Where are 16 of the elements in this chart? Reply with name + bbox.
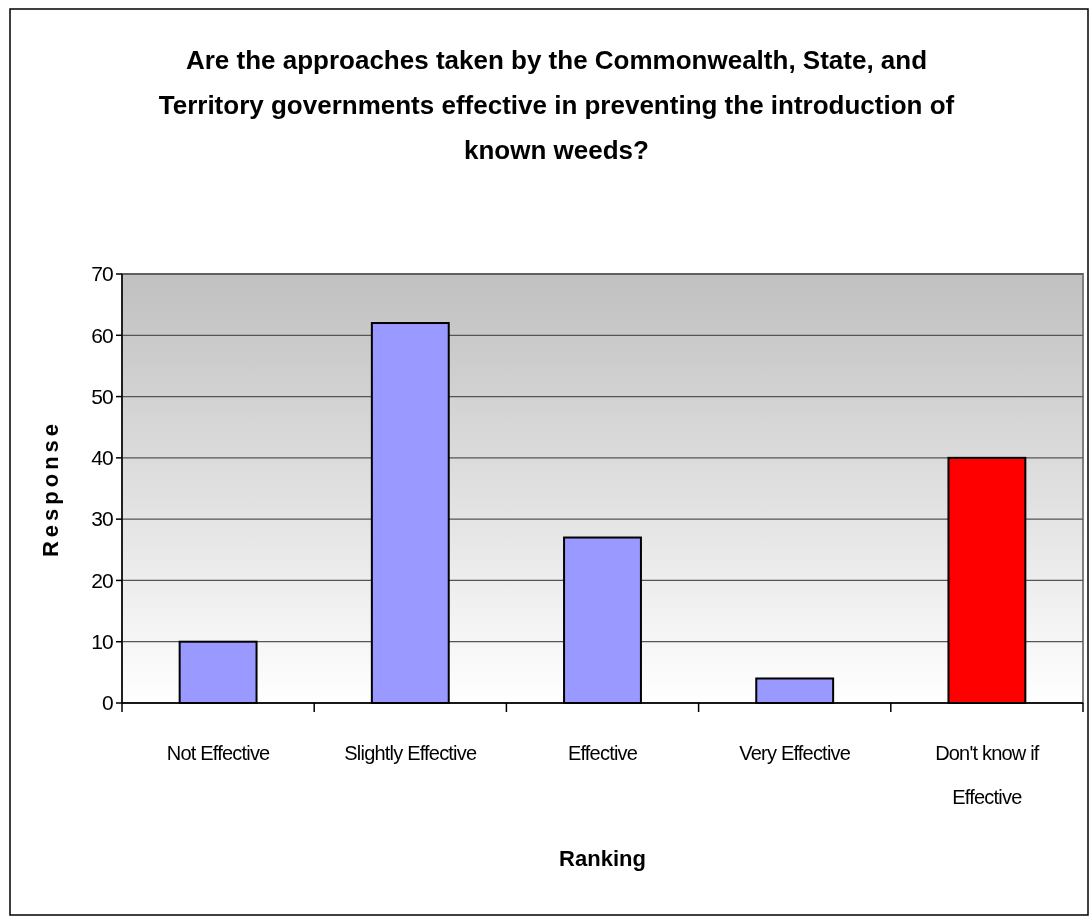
y-tick-label: 30 xyxy=(91,507,114,531)
x-tick-label: Slightly Effective xyxy=(344,742,477,764)
y-tick-label: 60 xyxy=(91,323,114,347)
x-tick-label: Don't know if Effective xyxy=(935,742,1040,808)
x-tick-label: Effective xyxy=(567,742,638,764)
x-tick-label: Very Effective xyxy=(739,742,851,764)
y-tick-label: 70 xyxy=(91,262,114,286)
x-axis-title: Ranking xyxy=(559,846,646,871)
y-tick-label: 40 xyxy=(91,446,114,470)
y-tick-label: 50 xyxy=(91,384,114,408)
y-axis-title: Response xyxy=(38,419,63,558)
y-tick-label: 10 xyxy=(91,630,114,654)
y-tick-label: 20 xyxy=(91,568,114,592)
chart-title: Are the approaches taken by the Commonwealth, State, and Territory governments effective in preventing the introduction of known weeds? xyxy=(158,45,955,165)
y-tick-label: 0 xyxy=(102,691,114,715)
x-tick-label: Not Effective xyxy=(166,742,271,764)
